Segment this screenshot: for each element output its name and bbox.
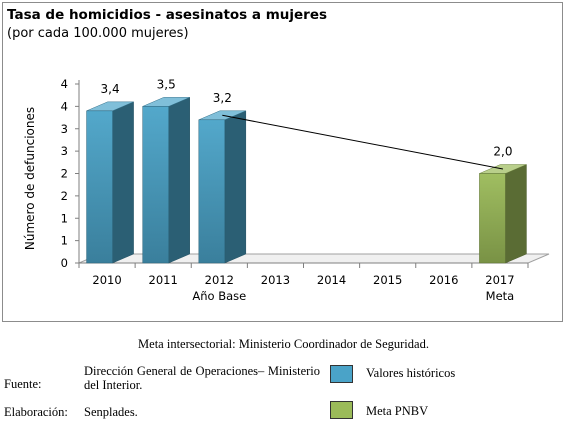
- x-tick-label: 2017: [485, 273, 514, 287]
- data-label: 2,0: [493, 145, 512, 159]
- x-tick-label: 2011: [149, 273, 178, 287]
- chart-subtitle: (por cada 100.000 mujeres): [7, 26, 189, 41]
- chart-title: Tasa de homicidios - asesinatos a mujere…: [7, 7, 328, 23]
- bar-2010: [86, 101, 134, 264]
- data-label: 3,4: [101, 82, 120, 96]
- source-label: Fuente:: [4, 377, 42, 391]
- x-tick-label: 2015: [373, 273, 402, 287]
- bar-chart: 0 1 1 2 2 3 3 4 4 Número de defunciones 2010 2011 20…: [23, 77, 550, 303]
- bar-2017: [479, 164, 527, 264]
- chart-caption: Meta intersectorial: Ministerio Coordina…: [138, 337, 429, 351]
- y-tick-label: 0: [61, 256, 68, 270]
- x-tick-label: 2012: [205, 273, 234, 287]
- bar-front: [142, 106, 169, 264]
- legend-label-meta: Meta PNBV: [366, 404, 429, 418]
- x-tick-label: 2014: [317, 273, 346, 287]
- y-tick-label: 3: [61, 144, 68, 158]
- bar-front: [86, 110, 113, 264]
- y-tick-label: 2: [61, 189, 68, 203]
- y-axis-title: Número de defunciones: [23, 107, 37, 250]
- bar-2012: [198, 110, 247, 264]
- bar-front: [198, 119, 226, 264]
- legend-swatch-historicos: [330, 365, 353, 383]
- elaboration-text: Senplades.: [84, 405, 138, 419]
- y-tick-label: 1: [61, 234, 68, 248]
- legend-swatch-meta: [330, 401, 353, 419]
- x-tick-label: 2016: [429, 273, 458, 287]
- x-tick-label: 2010: [92, 273, 121, 287]
- bar-front: [479, 173, 506, 264]
- x-tick-label: 2013: [261, 273, 290, 287]
- y-tick-label: 4: [61, 99, 68, 113]
- y-tick-label: 3: [61, 122, 68, 136]
- bar-side: [168, 96, 190, 264]
- bar-side: [224, 110, 247, 264]
- x-sublabel: Meta: [486, 289, 515, 303]
- bar-side: [505, 164, 527, 264]
- source-text: Dirección General de Operaciones– Minist…: [84, 364, 320, 392]
- x-sublabel: Año Base: [192, 289, 246, 303]
- y-tick-label: 1: [61, 211, 68, 225]
- y-tick-label: 2: [61, 167, 68, 181]
- data-label: 3,5: [157, 77, 176, 91]
- bar-side: [112, 101, 134, 264]
- bar-2011: [142, 96, 190, 264]
- legend-label-historicos: Valores históricos: [366, 366, 456, 380]
- elaboration-label: Elaboración:: [4, 405, 68, 419]
- y-tick-label: 4: [61, 77, 68, 91]
- data-label: 3,2: [213, 91, 232, 105]
- trend-line: [222, 114, 504, 170]
